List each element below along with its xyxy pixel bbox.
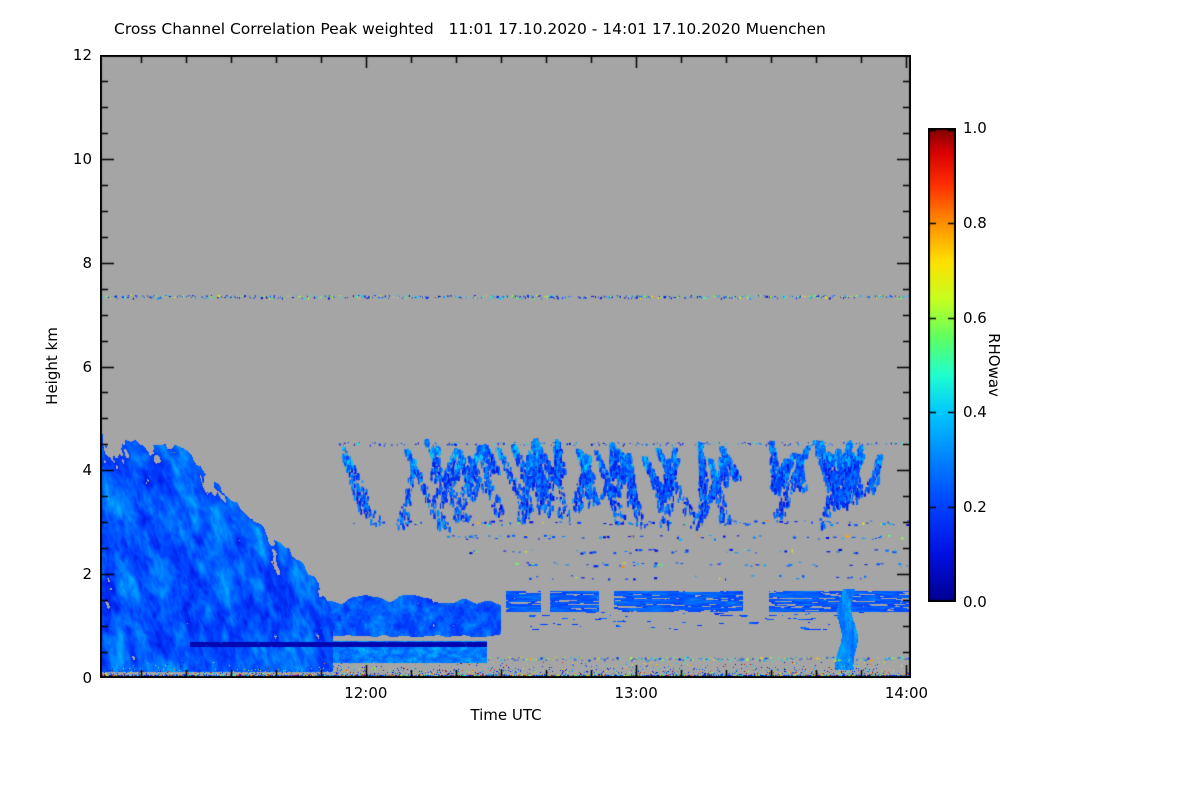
colorbar-tick-label: 1.0	[963, 119, 987, 137]
chart-title: Cross Channel Correlation Peak weighted …	[114, 20, 826, 38]
y-tick-label: 10	[72, 149, 92, 168]
y-tick-label: 12	[72, 46, 92, 64]
y-tick-label: 0	[82, 669, 92, 687]
x-axis-label: Time UTC	[470, 706, 542, 724]
x-tick-label: 14:00	[884, 684, 929, 702]
plot-area	[100, 55, 911, 678]
x-tick-label: 12:00	[344, 684, 388, 702]
colorbar-tick-label: 0.0	[963, 593, 987, 611]
colorbar-canvas	[928, 128, 956, 602]
y-tick-label: 8	[82, 253, 92, 272]
colorbar	[928, 128, 956, 602]
heatmap-canvas	[100, 55, 911, 678]
colorbar-tick-label: 0.8	[963, 213, 987, 232]
y-tick-label: 6	[82, 357, 92, 376]
colorbar-tick-label: 0.2	[963, 498, 987, 517]
y-tick-label: 4	[82, 461, 92, 480]
colorbar-tick-label: 0.4	[963, 403, 987, 422]
colorbar-tick-label: 0.6	[963, 308, 987, 327]
colorbar-label: RHOwav	[985, 333, 1003, 397]
y-tick-label: 2	[82, 565, 92, 584]
x-tick-label: 13:00	[614, 684, 658, 702]
